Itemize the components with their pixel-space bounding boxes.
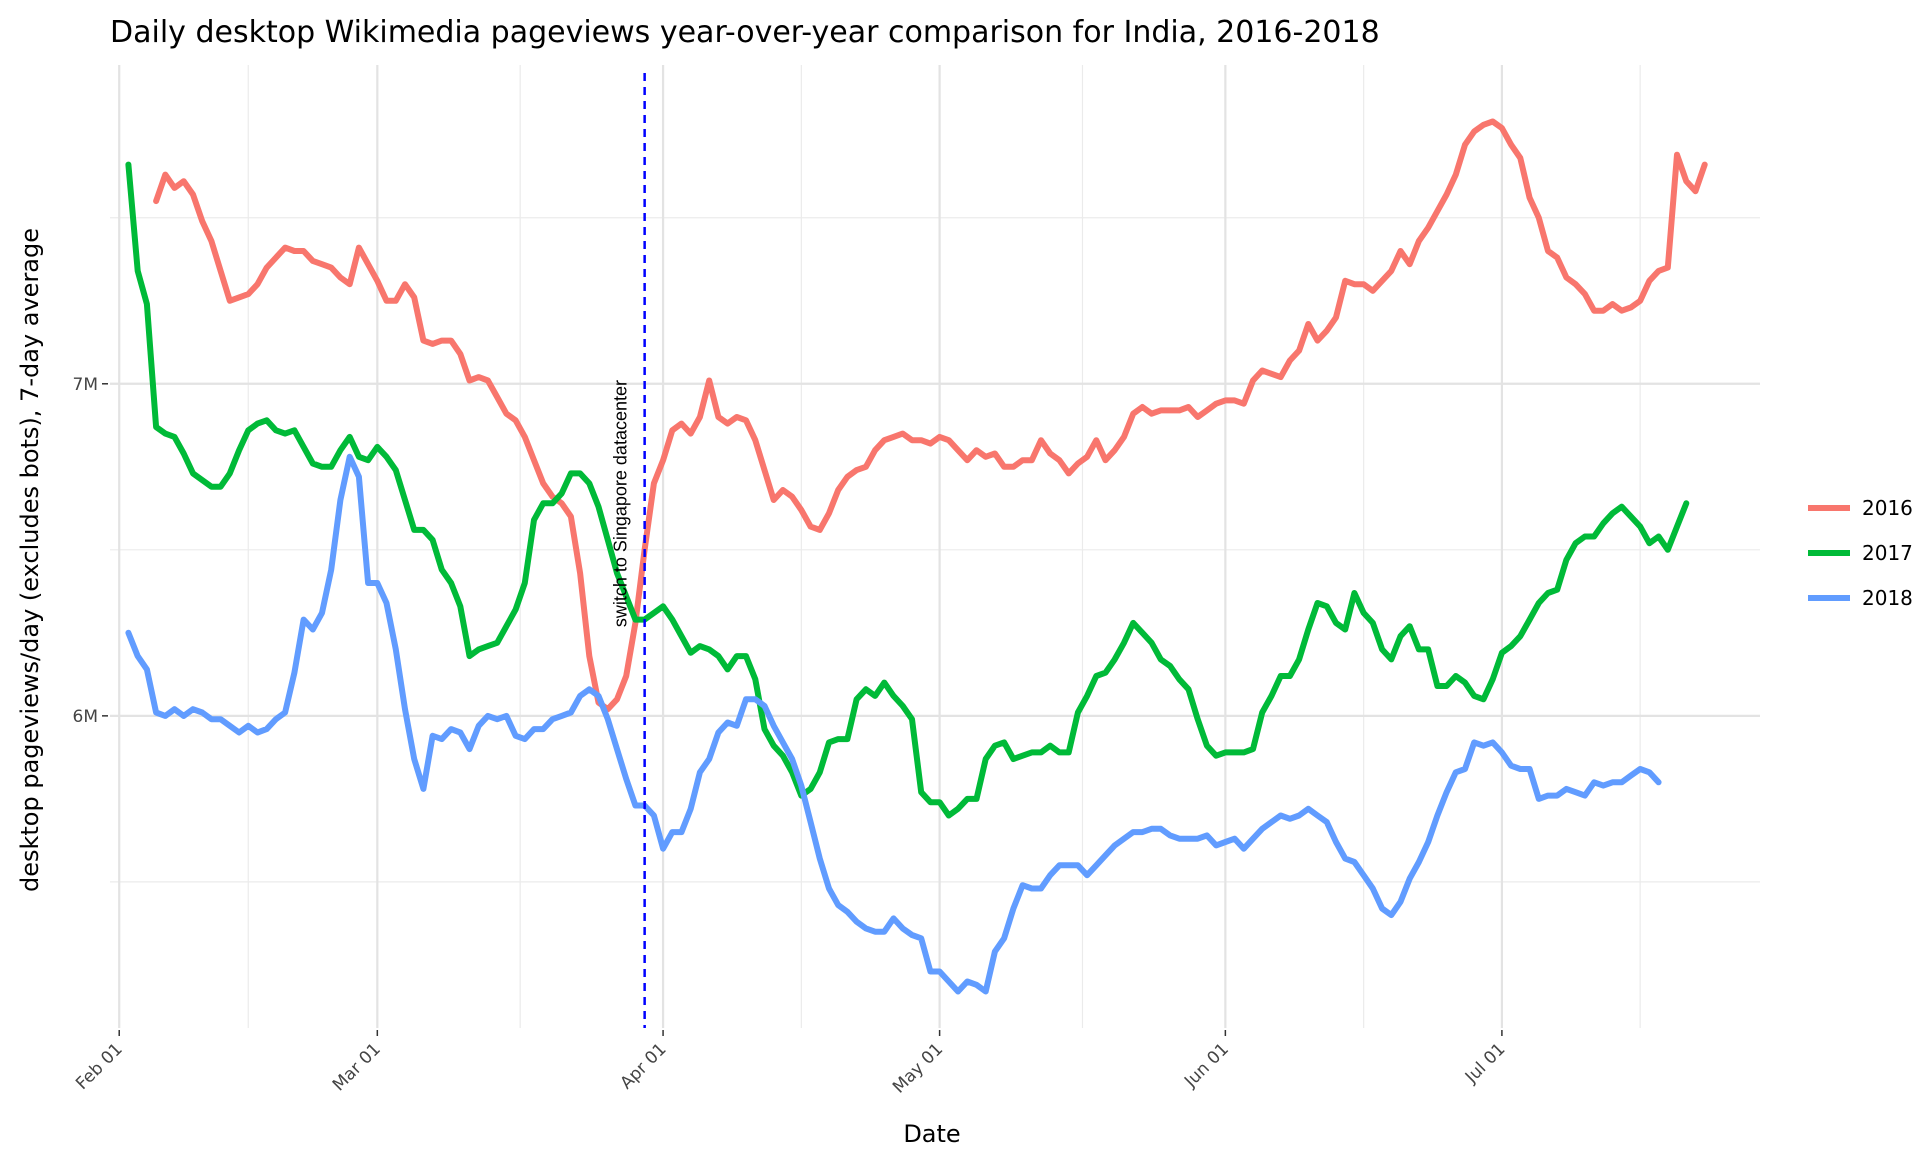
legend: 2016 2017 2018 — [1808, 496, 1913, 610]
chart-title: Daily desktop Wikimedia pageviews year-o… — [110, 15, 1380, 50]
x-axis-title: Date — [903, 1120, 960, 1148]
legend-label-2017: 2017 — [1862, 541, 1913, 565]
x-axis: Feb 01 Mar 01 Apr 01 May 01 Jun 01 Jul 01 — [72, 1030, 1509, 1098]
x-tick-label: Jun 01 — [1180, 1039, 1233, 1092]
series-line-2017 — [125, 161, 1690, 819]
x-tick-label: Apr 01 — [617, 1039, 671, 1093]
y-tick-label: 6M — [73, 707, 98, 727]
y-tick-label: 7M — [73, 375, 98, 395]
legend-label-2016: 2016 — [1862, 496, 1913, 520]
y-axis: 6M 7M — [73, 375, 108, 727]
y-axis-title: desktop pageviews/day (excludes bots), 7… — [16, 228, 44, 892]
series-line-2016 — [153, 118, 1708, 713]
series-line-2018 — [125, 453, 1662, 995]
series-layer — [125, 118, 1708, 995]
grid-major — [110, 65, 1760, 1028]
annotation-label: switch to Singapore datacenter — [611, 380, 631, 627]
x-tick-label: Mar 01 — [329, 1039, 385, 1095]
x-tick-label: Jul 01 — [1461, 1039, 1509, 1087]
grid-minor — [110, 65, 1760, 1028]
x-tick-label: Feb 01 — [72, 1039, 127, 1094]
x-tick-label: May 01 — [889, 1039, 947, 1097]
legend-label-2018: 2018 — [1862, 586, 1913, 610]
